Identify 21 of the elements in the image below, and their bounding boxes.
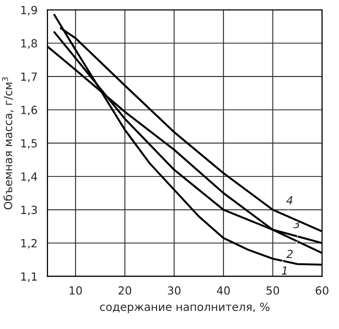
x-tick-label: 50	[266, 286, 280, 295]
annotation: 3	[293, 220, 300, 228]
y-tick-label: 1,2	[21, 239, 37, 249]
annotation: 4	[286, 196, 292, 204]
x-tick-label: 40	[216, 286, 230, 295]
y-tick-label: 1,3	[21, 206, 37, 216]
annotation: 1	[282, 266, 287, 275]
y-axis-title: Объемная масса, г/см$^{3}$	[2, 77, 14, 210]
y-tick-label: 1,8	[21, 39, 37, 49]
y-tick-label: 1,4	[21, 172, 38, 182]
x-tick-label: 10	[70, 286, 82, 295]
x-axis-title: содержание наполнителя, %	[100, 302, 270, 314]
x-tick-label: 30	[168, 286, 180, 295]
annotation: 2	[286, 250, 293, 258]
y-tick-label: 1,1	[21, 272, 37, 282]
y-tick-label: 1,6	[21, 106, 38, 116]
x-tick-label: 20	[118, 286, 132, 295]
y-tick-label: 1,7	[21, 72, 37, 82]
x-tick-label: 60	[316, 286, 328, 295]
y-tick-label: 1,9	[21, 6, 37, 16]
y-tick-label: 1,5	[21, 139, 37, 149]
